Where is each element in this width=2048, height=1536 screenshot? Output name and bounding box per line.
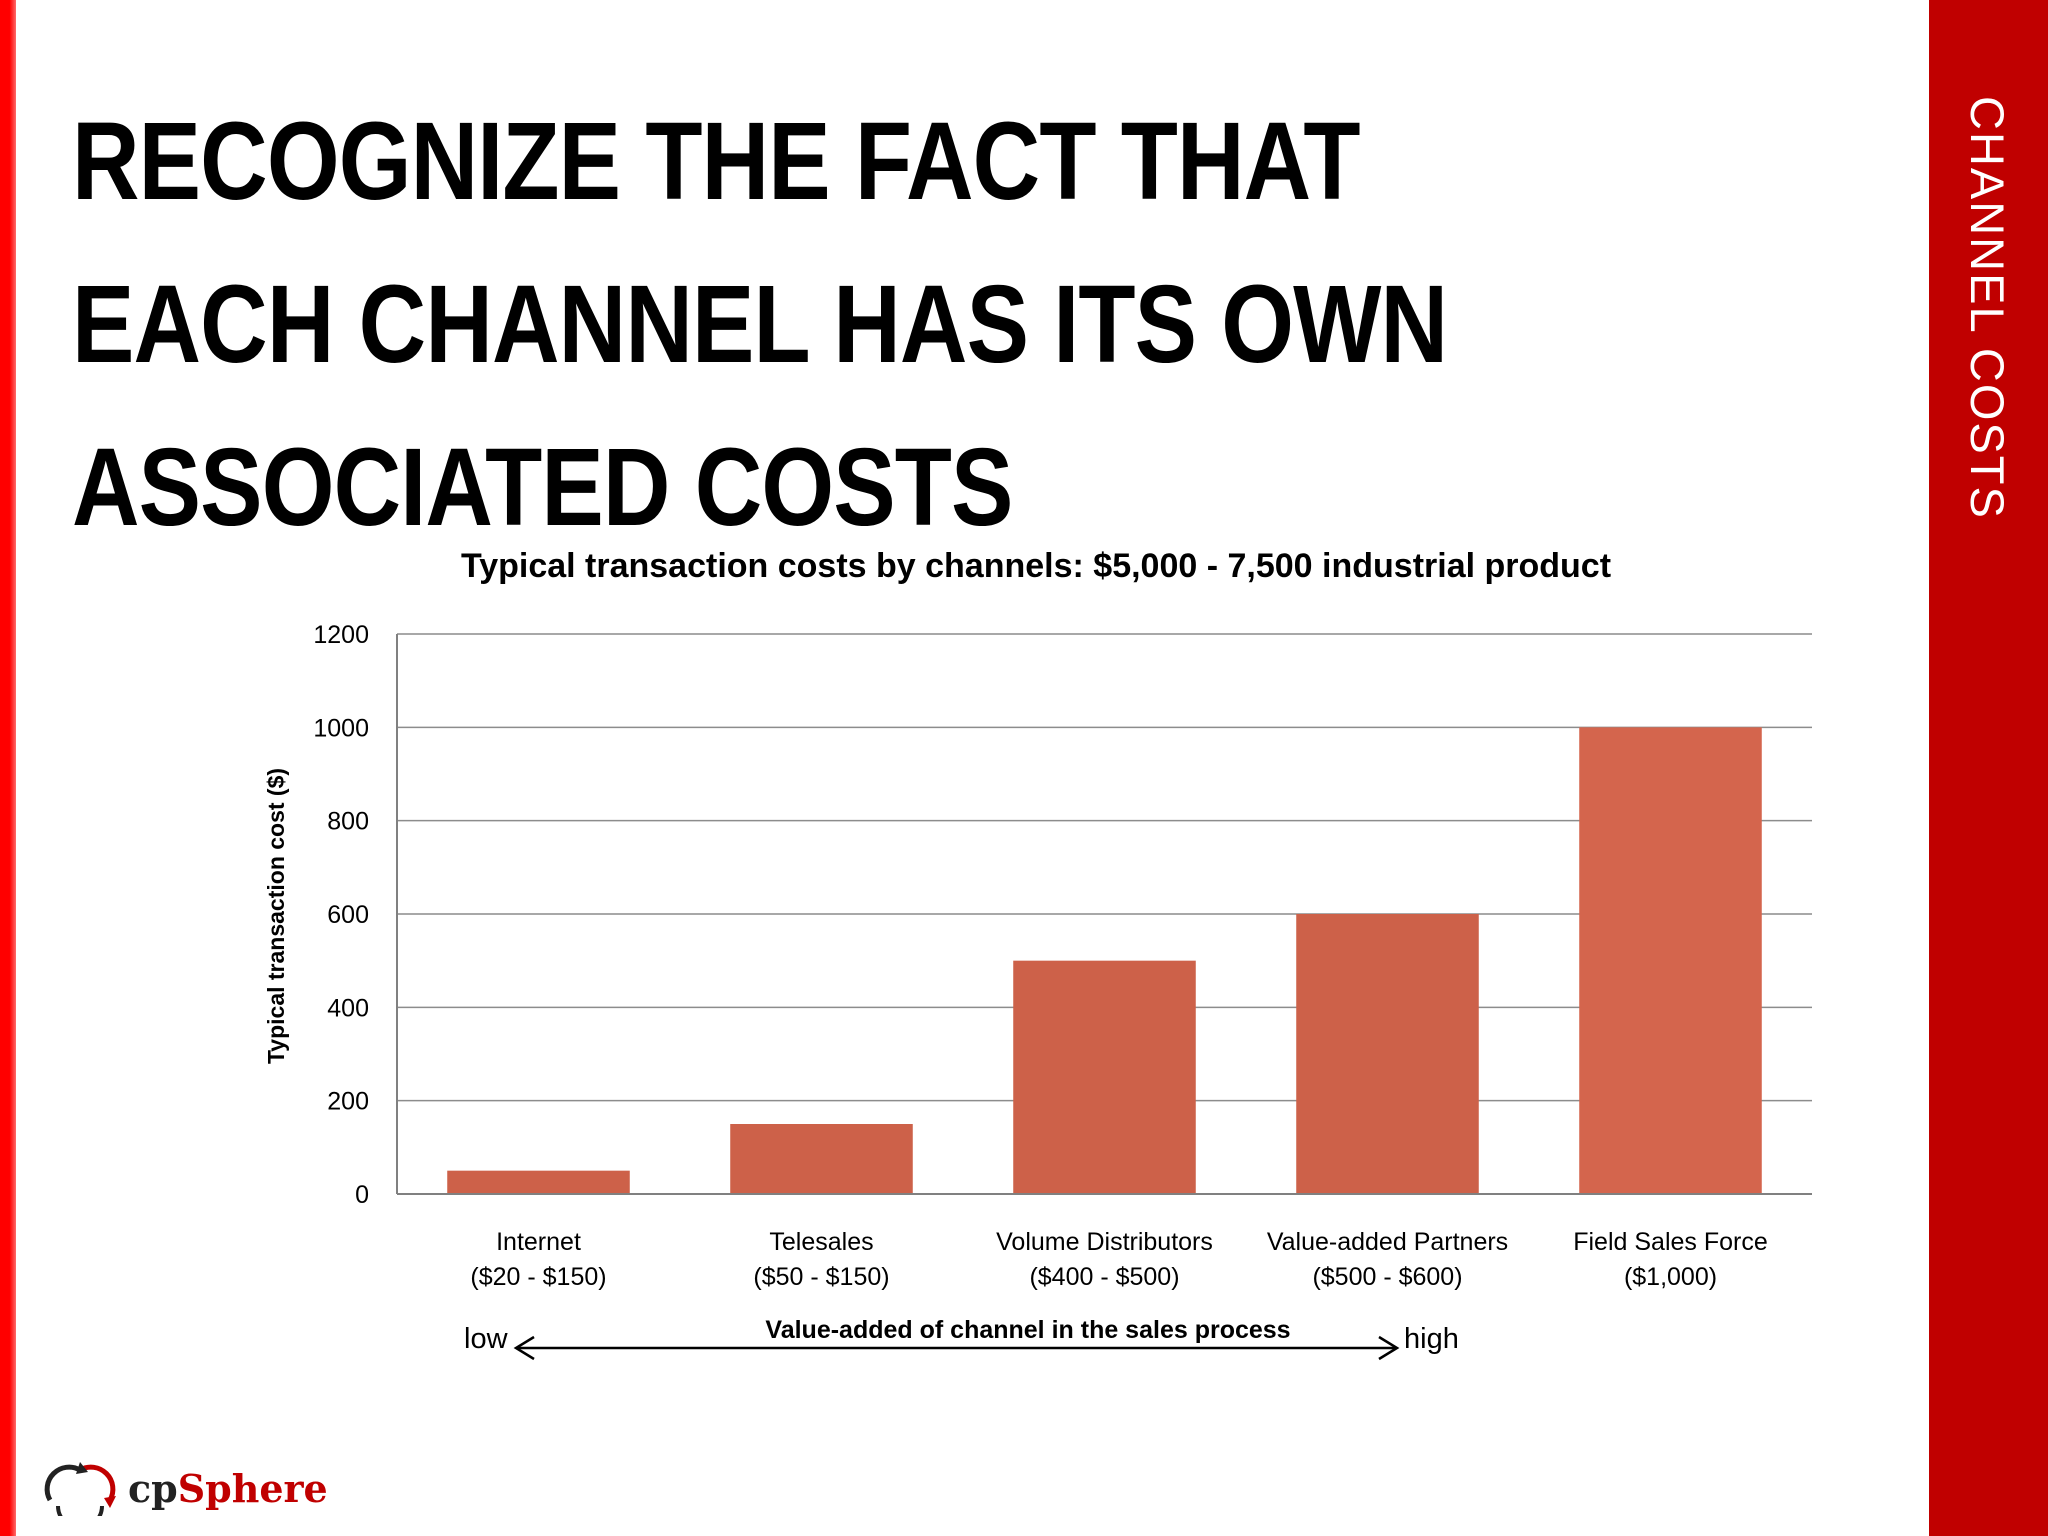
logo-accent: Sphere (177, 1465, 328, 1511)
y-axis-label: Typical transaction cost ($) (263, 768, 289, 1064)
x-tick-label: ($50 - $150) (753, 1263, 889, 1291)
x-tick-label: Telesales (769, 1228, 873, 1256)
right-arrowhead-icon (1378, 1335, 1400, 1361)
x-tick-label: ($500 - $600) (1312, 1263, 1462, 1291)
bar-chart: Typical transaction costs by channels: $… (263, 547, 1812, 1361)
x-tick-label: Volume Distributors (996, 1228, 1213, 1256)
x-tick-label: ($400 - $500) (1029, 1263, 1179, 1291)
x-tick-label: ($20 - $150) (470, 1263, 606, 1291)
y-tick-label: 200 (327, 1088, 369, 1116)
left-accent-stripe (0, 0, 16, 1536)
slide-title: RECOGNIZE THE FACT THAT EACH CHANNEL HAS… (72, 100, 1448, 549)
section-label: CHANNEL COSTS (1961, 96, 2014, 520)
logo-wordmark: cpSphere (128, 1466, 328, 1511)
bars (447, 727, 1762, 1194)
y-tick-label: 1200 (313, 621, 369, 649)
low-label: low (464, 1323, 509, 1355)
x-tick-label: Field Sales Force (1573, 1228, 1768, 1256)
x-tick-label: ($1,000) (1624, 1263, 1717, 1291)
y-tick-label: 800 (327, 808, 369, 836)
x-tick-label: Internet (496, 1228, 581, 1256)
cpsphere-logo: cpSphere (40, 1460, 328, 1516)
chart-title: Typical transaction costs by channels: $… (461, 547, 1611, 585)
y-tick-label: 0 (355, 1181, 369, 1209)
x-tick-label: Value-added Partners (1267, 1228, 1508, 1256)
x-axis-label: Value-added of channel in the sales proc… (765, 1316, 1290, 1344)
bar (447, 1170, 630, 1194)
cpsphere-arrows-icon (44, 1462, 116, 1516)
bar (1579, 727, 1762, 1194)
logo-prefix: cp (128, 1465, 178, 1511)
high-label: high (1404, 1323, 1459, 1355)
y-tick-labels: 0 200 400 600 800 1000 1200 (313, 621, 369, 1209)
y-tick-label: 1000 (313, 714, 369, 742)
bar (1296, 914, 1479, 1194)
y-tick-label: 600 (327, 901, 369, 929)
section-band (1929, 0, 2048, 1536)
left-arrowhead-icon (513, 1335, 535, 1361)
bar (730, 1124, 913, 1194)
x-tick-labels: Internet ($20 - $150) Telesales ($50 - $150… (470, 1228, 1767, 1291)
bar (1013, 960, 1196, 1194)
y-tick-label: 400 (327, 994, 369, 1022)
